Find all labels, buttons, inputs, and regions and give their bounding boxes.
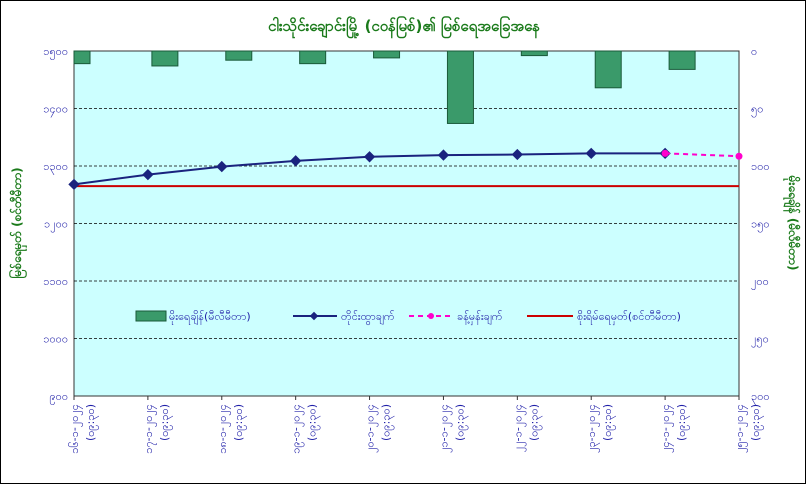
x-tick-label-time: (၀၉:၃၀) [84,404,99,441]
y-right-tick-label: ၁၀၀ [751,160,770,173]
forecast-point [735,152,743,160]
legend-marker-observed [309,311,319,321]
rainfall-bar [373,50,401,59]
x-tick-label-time: (၀၉:၃၀) [306,404,321,441]
observed-point [585,147,597,160]
y-right-tick-label: ၂၅၀ [751,333,769,348]
x-tick-label-time: (၀၉:၃၀) [675,404,690,441]
rainfall-bar [151,50,179,67]
observed-point [437,149,450,161]
legend-label-rainfall: မိုးရေချိန်(မီလီမီတာ) [169,310,251,325]
x-tick-label: ၂၀-၁-၂၀၂၄ [364,404,379,453]
y-left-tick-label: ၁၃၀၀ [43,160,68,175]
y-axis-left-title: မြစ်ရေမှတ် (စင်တီမီတာ) [7,167,28,278]
y-left-tick-label: ၁၂၀၀ [44,218,68,233]
plot-area: ၉၀၀ ၁၀၀၀ ၁၁၀၀ ၁၂၀၀ ၁၃၀၀ ၁၄၀၀ ၁၅၀၀ ၀၅၀၁၀၀၁၅၀၂၀၀၂… [43,45,769,454]
rainfall-bar [225,50,253,61]
rainfall-bar [299,50,327,65]
rainfall-bar [668,50,696,70]
x-tick-label: ၂၄-၁-၂၀၂၄ [659,404,674,453]
x-tick-label-time: (၀၉:၃၀) [158,404,173,441]
x-tick-label-time: (၀၉:၃၀) [380,404,395,441]
legend-label-forecast: ခန့်မှန်းချက် [457,310,503,325]
y-left-tick-label: ၁၁၀၀ [43,275,68,288]
x-tick-label-time: (၀၉:၃၀) [453,404,468,441]
y-right-tick-label: ၁၅၀ [751,218,770,233]
x-tick-label: ၁၉-၁-၂၀၂၄ [290,404,305,454]
y-right-tick-label: ၃၀၀ [751,390,770,405]
x-tick-label: ၂၂-၁-၂၀၂၄ [511,404,526,452]
rainfall-bar [594,50,622,89]
forecast-point [661,149,669,157]
y-left-tick-label: ၁၄၀၀ [43,103,68,118]
observed-point [363,151,376,163]
x-tick-label: ၁၇-၁-၂၀၂၄ [142,404,157,454]
x-tick-label: ၁၆-၁-၂၀၂၄ [68,404,83,454]
y-left-tick-label: ၁၀၀၀ [43,333,68,346]
legend-label-observed: တိုင်းထွာချက် [341,310,395,325]
observed-point [142,168,154,181]
x-tick-label-time: (၀၉:၃၀) [601,404,616,441]
y-right-tick-label: ၂၀၀ [751,275,769,290]
x-tick-label: ၂၁-၁-၂၀၂၄ [437,404,452,453]
x-tick-label: ၂၅-၁-၂၀၂၄ [733,404,748,453]
x-tick-label: ၂၃-၁-၂၀၂၄ [585,404,600,453]
legend-swatch-rainfall [135,310,167,322]
legend-label-warning: စိုးရိမ်ရေမှတ်(စင်တီမီတာ) [577,310,681,325]
x-tick-label-time: (၀၉:၃၀) [232,404,247,441]
y-right-tick-label: ၅၀ [751,103,763,118]
y-left-tick-label: ၉၀၀ [49,390,68,405]
observed-point [511,148,523,161]
observed-point [216,160,228,173]
legend: မိုးရေချိန်(မီလီမီတာ) တိုင်းထွာချက် ခန့်မှ… [135,310,681,325]
forecast-line [665,152,740,158]
rainfall-bar [73,50,91,65]
chart-title: ငါးသိုင်းချောင်းမြို့ (ငဝန်မြစ်)၏ မြစ်ရေ… [268,15,540,39]
x-tick-label: ၁၈-၁-၂၀၂၄ [216,404,231,454]
rainfall-bar [446,50,474,124]
y-right-tick-label: ၀ [751,45,757,58]
rainfall-bar [520,50,548,57]
legend-marker-forecast [428,313,434,319]
x-tick-label-time: (၀၉:၃၀) [749,404,764,441]
y-axis-right-title: မိုးရေချိန် (မီလီမီတာ) [782,175,802,271]
x-tick-label-time: (၀၉:၃၀) [527,404,542,441]
y-left-tick-label: ၁၅၀၀ [43,45,68,60]
observed-point [290,155,302,167]
